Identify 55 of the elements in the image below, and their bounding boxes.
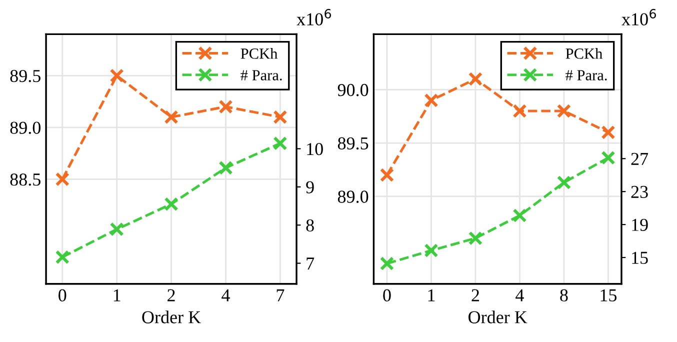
y2-tick-label: 23 [631,186,648,198]
y2-tick-label: 19 [632,218,648,231]
y-tick-label: 89.0 [338,190,368,203]
y2-tick-label: 8 [306,219,314,232]
y2-tick-label: 10 [307,142,323,156]
x-tick-label: 8 [560,289,568,302]
point [601,150,616,165]
y-tick-label: 88.5 [10,173,40,186]
point [218,100,233,114]
x-tick-label: 2 [472,289,479,302]
point [110,68,124,83]
y-tick-label: 89.0 [10,122,40,134]
point [110,222,124,236]
x-tick-label: 1 [114,289,120,302]
y-tick-label: 90.0 [338,84,368,96]
point [380,256,394,271]
point [468,72,483,86]
point [556,104,572,118]
x-axis-title: Order K [468,310,528,324]
point [601,125,616,140]
x-tick-label: 0 [383,289,391,302]
point [273,110,288,124]
point [512,208,527,223]
x-tick-label: 4 [222,289,230,302]
point [164,196,178,212]
x-tick-label: 2 [168,289,175,302]
legend-label: # Para. [566,70,607,80]
point [424,243,438,258]
x-tick-label: 7 [276,289,284,302]
x-tick-label: 1 [428,289,435,302]
y2-axis-title: x10$^{6}$ [296,8,332,26]
x-axis-title: Order K [142,310,201,324]
legend-label: PCKh [566,48,602,59]
point [380,168,394,182]
point [468,231,483,246]
y2-axis-title: x10$^{6}$ [622,8,656,26]
point [218,160,233,175]
point [273,136,288,150]
y-tick-label: 89.5 [338,137,368,150]
point [424,93,438,108]
y2-tick-label: 27 [631,152,648,165]
y2-tick-label: 9 [306,181,314,194]
y2-tick-label: 7 [306,258,314,270]
x-tick-label: 15 [600,289,617,302]
x-tick-label: 0 [58,289,66,302]
y2-tick-label: 15 [632,252,648,264]
point [556,175,572,190]
x-tick-label: 4 [516,289,524,302]
legend-label: # Para. [240,70,282,80]
point [164,110,178,124]
point [55,250,70,264]
point [512,104,527,118]
y-tick-label: 89.5 [10,70,40,82]
legend-label: PCKh [240,48,278,59]
point [55,172,70,186]
